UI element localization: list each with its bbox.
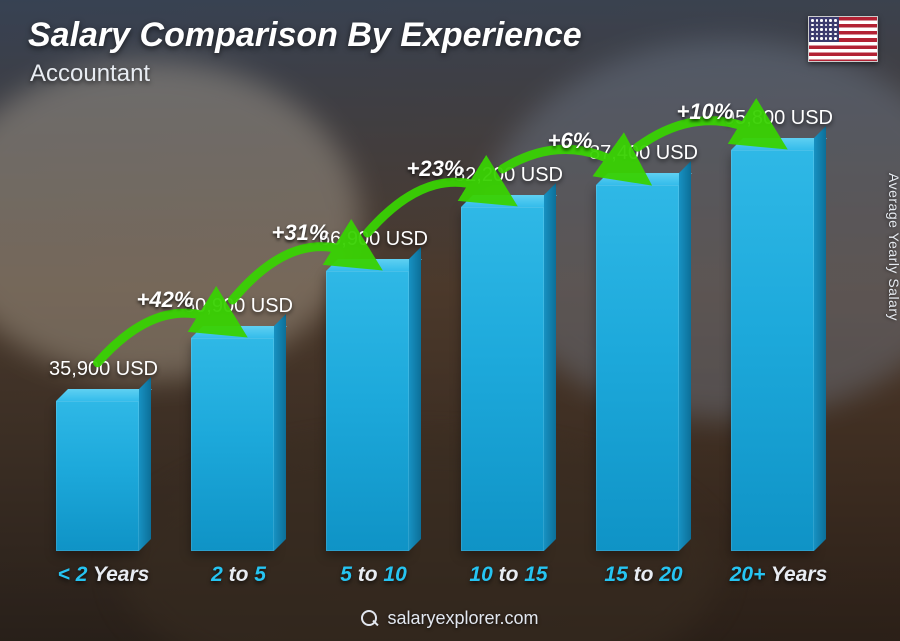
chart-stage: Salary Comparison By Experience Accounta…	[0, 0, 900, 641]
magnifier-icon	[361, 610, 379, 628]
bar-value-label: 87,400 USD	[564, 142, 724, 165]
chart-subtitle: Accountant	[30, 60, 150, 88]
bar-value-label: 95,800 USD	[699, 107, 859, 130]
bar-chart: 35,900 USD50,900 USD66,900 USD82,200 USD…	[36, 120, 846, 551]
x-axis-label: 10 to 15	[469, 563, 547, 587]
footer-text: salaryexplorer.com	[387, 608, 538, 629]
bar	[191, 338, 275, 551]
bar	[461, 207, 545, 551]
x-axis-label: 5 to 10	[340, 563, 407, 587]
bar-value-label: 82,200 USD	[429, 164, 589, 187]
bar-value-label: 50,900 USD	[159, 295, 319, 318]
footer-attribution: salaryexplorer.com	[0, 608, 900, 629]
x-axis-label: < 2 Years	[58, 563, 150, 587]
y-axis-label: Average Yearly Salary	[886, 173, 900, 321]
bar	[596, 185, 680, 551]
x-axis-label: 15 to 20	[604, 563, 682, 587]
bar	[56, 401, 140, 551]
us-flag-icon	[808, 16, 878, 62]
bar-value-label: 66,900 USD	[294, 228, 454, 251]
bar-value-label: 35,900 USD	[24, 358, 184, 381]
x-axis-label: 20+ Years	[730, 563, 828, 587]
bar	[731, 150, 815, 551]
bar	[326, 271, 410, 551]
chart-title: Salary Comparison By Experience	[28, 16, 582, 55]
x-axis-label: 2 to 5	[211, 563, 266, 587]
